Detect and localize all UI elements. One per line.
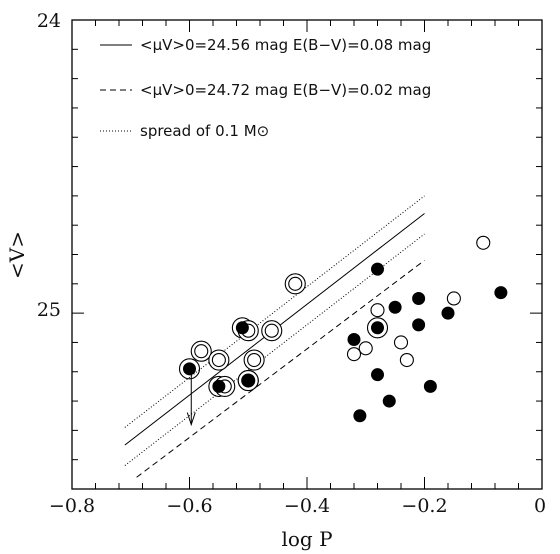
legend-entry-text: <μV>0=24.56 mag E(B−V)=0.08 mag <box>140 36 431 54</box>
legend: <μV>0=24.56 mag E(B−V)=0.08 mag <μV>0=24… <box>100 36 431 140</box>
legend-entry-text: spread of 0.1 M⊙ <box>140 122 269 140</box>
open-circle-point <box>370 303 385 318</box>
y-tick-label: 25 <box>37 299 61 321</box>
x-axis-title: log P <box>281 527 332 551</box>
filled-circle-point <box>183 362 196 376</box>
filled-circle-point <box>235 321 249 335</box>
filled-circle-point <box>423 379 437 393</box>
inner-ring-marker <box>264 323 279 338</box>
inner-ring-marker <box>288 276 303 291</box>
filled-circle-point <box>212 379 226 393</box>
x-tick-label: −0.4 <box>284 495 330 517</box>
inner-ring-marker <box>194 344 209 359</box>
outer-ring-marker <box>243 349 265 371</box>
arrow-head <box>186 412 196 427</box>
data-points <box>178 235 508 423</box>
filled-circle-point <box>371 262 384 276</box>
dashed-fit-line <box>136 259 425 478</box>
filled-circle-point <box>371 368 384 382</box>
open-circle-point <box>446 291 461 306</box>
inner-ring-marker <box>211 352 226 368</box>
filled-circle-point <box>412 291 426 305</box>
filled-circle-point <box>353 409 367 423</box>
open-circle-point <box>393 335 409 350</box>
axis-ticks <box>71 19 543 490</box>
y-tick-label: 24 <box>37 10 61 32</box>
filled-circle-point <box>241 374 255 388</box>
filled-circle-point <box>412 318 426 332</box>
outer-ring-marker <box>261 320 283 342</box>
open-circle-point <box>346 347 362 362</box>
x-tick-label: −0.8 <box>49 495 95 517</box>
outer-ring-marker <box>178 358 201 380</box>
open-circle-point <box>476 235 491 250</box>
outer-ring-marker <box>366 317 389 339</box>
filled-circle-point <box>388 300 402 314</box>
outer-ring-marker <box>190 340 212 362</box>
y-axis-title: <V> <box>5 231 29 279</box>
x-tick-label: −0.6 <box>166 495 212 517</box>
upper-limit-arrow <box>186 371 196 427</box>
filled-circle-point <box>347 333 361 347</box>
filled-circle-point <box>494 286 508 300</box>
x-tick-label: 0 <box>534 495 546 517</box>
open-circle-point <box>358 341 373 356</box>
outer-ring-marker <box>208 349 230 371</box>
filled-circle-point <box>382 394 396 408</box>
filled-circle-point <box>371 321 384 335</box>
outer-ring-marker <box>284 273 306 295</box>
open-circle-point <box>399 352 414 368</box>
filled-circle-point <box>441 306 455 320</box>
dotted-fit-line <box>124 195 425 428</box>
legend-entry-text: <μV>0=24.72 mag E(B−V)=0.02 mag <box>140 81 431 99</box>
x-tick-label: −0.2 <box>401 495 447 517</box>
inner-ring-marker <box>247 352 262 368</box>
